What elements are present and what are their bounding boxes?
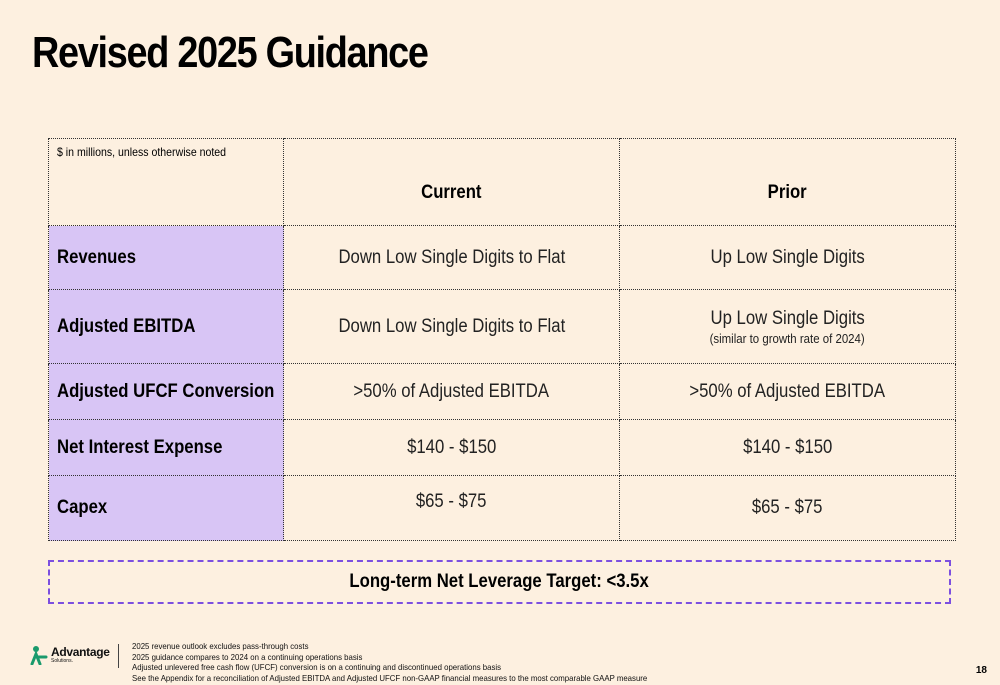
logo-sub: Solutions. [51, 658, 73, 664]
column-header-prior: Prior [619, 138, 956, 226]
cell-prior: >50% of Adjusted EBITDA [619, 363, 956, 420]
cell-current: Down Low Single Digits to Flat [283, 225, 620, 290]
footnote: Adjusted unlevered free cash flow (UFCF)… [132, 662, 502, 672]
advantage-logo-icon [30, 646, 48, 665]
cell-current: $65 - $75 [283, 475, 620, 541]
leverage-target-text: Long-term Net Leverage Target: <3.5x [349, 571, 650, 592]
row-label-capex: Capex [48, 475, 284, 541]
table-row: Adjusted EBITDA Down Low Single Digits t… [48, 289, 956, 364]
column-header-current: Current [283, 138, 620, 226]
footnotes: 2025 revenue outlook excludes pass-throu… [132, 641, 692, 683]
cell-current: Down Low Single Digits to Flat [283, 289, 620, 364]
cell-prior: $65 - $75 [619, 475, 956, 541]
company-logo: Advantage Solutions. [30, 645, 110, 665]
cell-current: >50% of Adjusted EBITDA [283, 363, 620, 420]
cell-current: $140 - $150 [283, 419, 620, 476]
cell-prior: Up Low Single Digits (similar to growth … [619, 289, 956, 364]
table-row: Capex $65 - $75 $65 - $75 [48, 475, 956, 541]
leverage-target-box: Long-term Net Leverage Target: <3.5x [48, 560, 951, 604]
units-note: $ in millions, unless otherwise noted [48, 138, 284, 226]
cell-prior: $140 - $150 [619, 419, 956, 476]
row-label-revenues: Revenues [48, 225, 284, 290]
table-row: Revenues Down Low Single Digits to Flat … [48, 225, 956, 290]
guidance-table: $ in millions, unless otherwise noted Cu… [48, 138, 956, 541]
footnote: 2025 guidance compares to 2024 on a cont… [132, 651, 363, 662]
table-row: Adjusted UFCF Conversion >50% of Adjuste… [48, 363, 956, 420]
logo-name: Advantage [51, 645, 110, 659]
table-header-row: $ in millions, unless otherwise noted Cu… [48, 138, 956, 226]
footer-divider [118, 644, 119, 668]
footnote: 2025 revenue outlook excludes pass-throu… [132, 641, 309, 651]
slide-title: Revised 2025 Guidance [32, 28, 429, 77]
row-label-adjusted-ufcf-conversion: Adjusted UFCF Conversion [48, 363, 284, 420]
table-row: Net Interest Expense $140 - $150 $140 - … [48, 419, 956, 476]
footnote: See the Appendix for a reconciliation of… [132, 672, 648, 683]
page-number: 18 [975, 665, 987, 676]
row-label-net-interest-expense: Net Interest Expense [48, 419, 284, 476]
row-label-adjusted-ebitda: Adjusted EBITDA [48, 289, 284, 364]
cell-prior: Up Low Single Digits [619, 225, 956, 290]
cell-prior-note: (similar to growth rate of 2024) [709, 330, 866, 346]
